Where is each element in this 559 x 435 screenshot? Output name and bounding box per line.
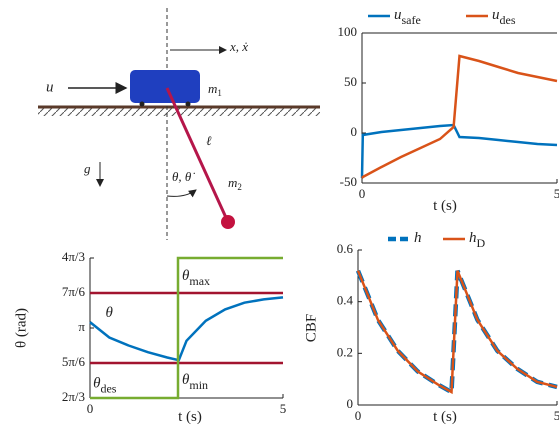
angle-label: θ, θ̇ xyxy=(172,169,195,184)
x-tick-label: 5 xyxy=(554,186,559,201)
series-line xyxy=(356,270,558,395)
y-tick-label: 0.2 xyxy=(337,344,353,359)
series-label: θdes xyxy=(93,376,117,395)
input-label: u xyxy=(46,79,54,95)
x-axis-label: t (s) xyxy=(433,409,457,425)
mass2: m xyxy=(228,175,237,190)
x-tick-label: 0 xyxy=(355,408,362,423)
series-line xyxy=(361,54,558,179)
y-tick-label: 0 xyxy=(351,124,358,139)
x-axis-label-text: t (s) xyxy=(178,409,202,425)
series-label: usafe xyxy=(394,7,421,26)
label-sub: max xyxy=(189,274,210,288)
label-sub: safe xyxy=(402,13,421,27)
series-line xyxy=(89,296,284,362)
label-main: θ xyxy=(105,306,113,322)
y-tick-label: 0 xyxy=(347,396,354,411)
label-main: u xyxy=(394,7,402,23)
y-tick-label: 0.6 xyxy=(337,241,354,256)
label-sub: D xyxy=(477,236,486,250)
series-line xyxy=(90,256,283,400)
x-axis-label: t (s) xyxy=(178,409,202,425)
series-label: θ xyxy=(105,306,113,322)
label-main: θ xyxy=(93,376,101,392)
x-tick-label: 5 xyxy=(554,408,559,423)
x-axis-label-text: t (s) xyxy=(433,409,457,425)
y-tick-label: 0.4 xyxy=(337,293,354,308)
pendulum-bob xyxy=(221,215,235,229)
y-axis-label: θ (rad) xyxy=(13,308,29,348)
x-axis-label-text: t (s) xyxy=(433,198,457,214)
y-tick-label: 5π/6 xyxy=(62,354,86,369)
x-tick-label: 0 xyxy=(359,186,366,201)
y-tick-label: 4π/3 xyxy=(62,249,85,264)
series-line xyxy=(360,123,558,179)
pendulum-rod xyxy=(165,87,230,223)
x-tick-label: 5 xyxy=(280,401,287,416)
label-main: u xyxy=(492,7,500,23)
y-tick-label: 100 xyxy=(338,24,358,39)
cart xyxy=(130,70,200,103)
label-sub: min xyxy=(189,378,208,392)
length-label: ℓ xyxy=(206,133,212,148)
wheel xyxy=(139,101,145,107)
mass1-sub: 1 xyxy=(217,88,222,98)
angle-arc xyxy=(166,189,197,198)
label-main: h xyxy=(469,230,477,246)
position-label: x, ẋ xyxy=(229,39,248,54)
label-sub: des xyxy=(500,13,516,27)
label-sub: des xyxy=(100,381,116,395)
series-label: θmax xyxy=(182,268,210,287)
series-label: udes xyxy=(492,7,516,26)
gravity-label: g xyxy=(84,161,91,176)
series-label: θmin xyxy=(182,372,208,391)
mass1: m xyxy=(208,81,217,96)
series-label: h xyxy=(414,230,422,246)
series-label: hD xyxy=(469,230,486,249)
mass1-label: m1 xyxy=(208,81,222,98)
label-main: h xyxy=(414,230,422,246)
x-axis-label: t (s) xyxy=(433,198,457,214)
y-tick-label: 7π/6 xyxy=(62,284,86,299)
y-tick-label: -50 xyxy=(340,174,357,189)
cart-pole-diagram: x, ẋ u m1 ℓ g θ, θ̇ m2 xyxy=(38,8,320,240)
label-main: θ xyxy=(182,372,190,388)
y-tick-label: 2π/3 xyxy=(62,389,85,404)
mass2-label: m2 xyxy=(228,175,242,192)
x-tick-label: 0 xyxy=(87,401,94,416)
y-axis-label: CBF xyxy=(303,314,319,342)
mass2-sub: 2 xyxy=(237,182,242,192)
wheel xyxy=(185,101,191,107)
y-tick-label: 50 xyxy=(344,74,357,89)
y-tick-label: π xyxy=(78,319,85,334)
label-main: θ xyxy=(182,268,190,284)
